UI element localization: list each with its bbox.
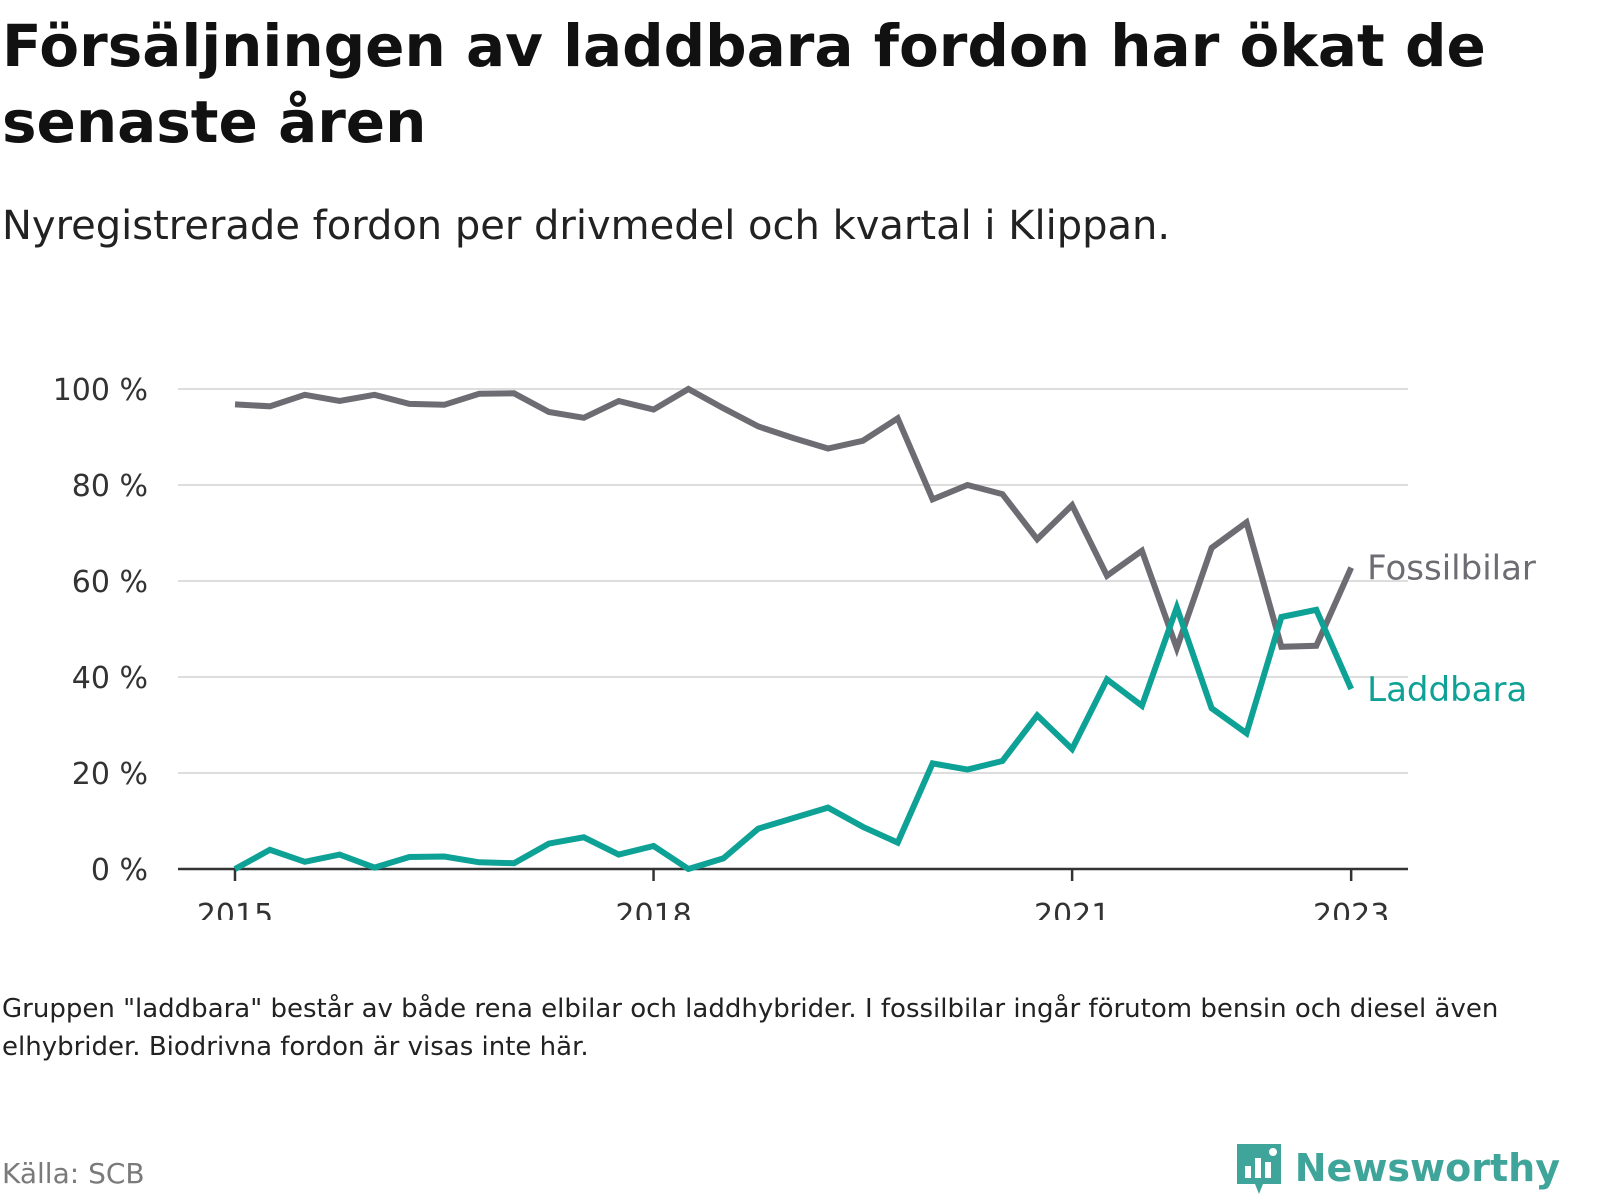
series-line-laddbara <box>233 598 1354 873</box>
newsworthy-logo: Newsworthy <box>1233 1140 1560 1196</box>
brand-name: Newsworthy <box>1294 1146 1560 1190</box>
line-chart: 0 % 20 % 40 % 60 % 80 % 100 % 2015 2018 2021 202… <box>53 373 1536 920</box>
x-tick-label: 2021 <box>1034 898 1110 920</box>
series-label-laddbara: Laddbara <box>1367 670 1527 710</box>
newsworthy-chart-icon <box>1236 1144 1281 1194</box>
y-tick-label: 60 % <box>72 565 148 600</box>
footnote: Gruppen "laddbara" består av både rena e… <box>2 994 1499 1062</box>
series-lines <box>233 385 1354 873</box>
x-tick-label: 2015 <box>197 898 273 920</box>
x-tick-label: 2023 <box>1313 898 1389 920</box>
x-axis: 2015 2018 2021 2023 <box>178 867 1408 920</box>
x-tick-label: 2018 <box>615 898 691 920</box>
source-label: Källa: SCB <box>2 1157 145 1190</box>
y-axis-tick-labels: 0 % 20 % 40 % 60 % 80 % 100 % <box>53 373 148 888</box>
series-labels: Fossilbilar Laddbara <box>1367 549 1536 710</box>
chart-title: Försäljningen av laddbara fordon har öka… <box>2 12 1486 156</box>
series-line-fossilbilar <box>234 385 1354 658</box>
y-tick-label: 100 % <box>53 373 148 408</box>
y-tick-label: 0 % <box>91 853 148 888</box>
y-tick-label: 80 % <box>72 469 148 504</box>
y-tick-label: 40 % <box>72 661 148 696</box>
y-tick-label: 20 % <box>72 757 148 792</box>
series-label-fossilbilar: Fossilbilar <box>1367 549 1536 589</box>
chart-subtitle: Nyregistrerade fordon per drivmedel och … <box>2 203 1171 249</box>
